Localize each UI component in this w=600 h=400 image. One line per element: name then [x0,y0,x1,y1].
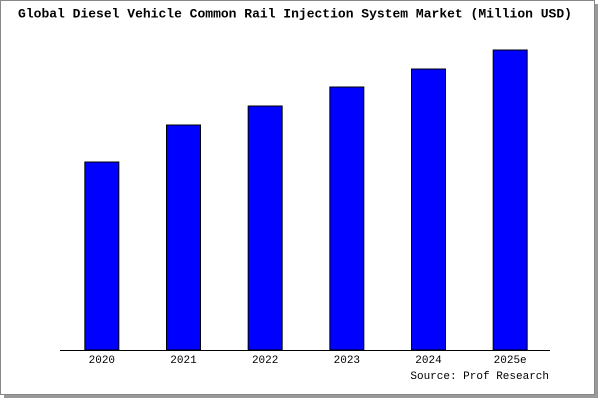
source-note: Source: Prof Research [410,371,549,383]
x-tick-label: 2022 [252,355,278,367]
x-tick-label: 2024 [415,355,442,367]
bar [166,124,201,351]
bar [84,161,120,351]
bar [411,68,446,351]
x-tick-label: 2023 [334,355,360,367]
chart-title: Global Diesel Vehicle Common Rail Inject… [18,6,572,21]
x-tick-label: 2021 [170,355,197,367]
x-tick-label: 2020 [89,355,115,367]
x-tick-label: 2025e [494,355,527,367]
bar [329,86,365,351]
bar [247,105,283,351]
bar [492,49,528,351]
